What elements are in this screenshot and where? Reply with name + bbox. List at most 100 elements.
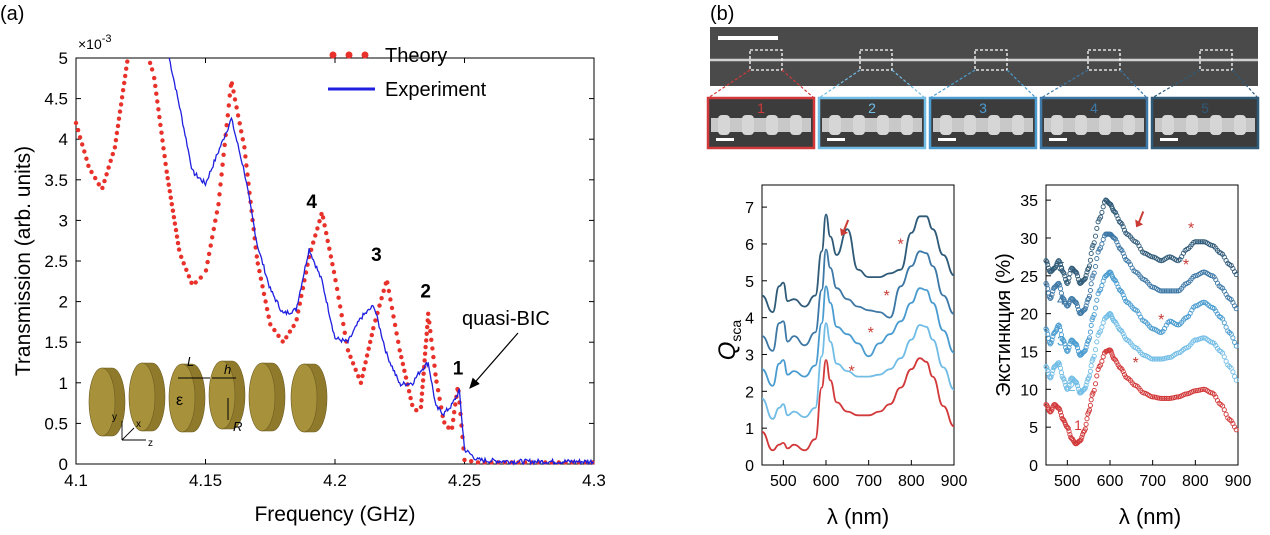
theory-point xyxy=(341,321,346,327)
x-tick-label: 900 xyxy=(1225,473,1252,490)
extinction-point xyxy=(1119,328,1125,334)
extinction-point xyxy=(1086,373,1093,379)
qsca-line xyxy=(761,248,955,352)
extinction-point xyxy=(1199,239,1205,245)
cylinder-face xyxy=(290,363,318,433)
extinction-point xyxy=(1150,394,1156,400)
zoom-region xyxy=(859,49,893,71)
x-axis-label: λ (nm) xyxy=(827,504,889,529)
axis-x xyxy=(121,427,135,441)
wire-bump xyxy=(790,115,802,135)
theory-point xyxy=(186,274,192,279)
extinction-point xyxy=(1153,356,1159,362)
axis-x-label: x xyxy=(136,419,141,430)
extinction-point xyxy=(1045,286,1051,292)
extinction-point xyxy=(1062,419,1068,425)
sem-zoom-label: 3 xyxy=(979,100,987,116)
asterisk-mark: * xyxy=(898,236,904,253)
extinction-point xyxy=(1099,241,1105,247)
extinction-point xyxy=(1155,356,1161,362)
theory-point xyxy=(167,189,172,194)
x-tick-label: 800 xyxy=(1182,473,1209,490)
theory-point xyxy=(377,303,382,308)
L-label: L xyxy=(187,354,194,369)
theory-point xyxy=(442,420,447,425)
extinction-point xyxy=(1121,227,1128,233)
y-tick-label: 7 xyxy=(745,200,754,217)
theory-point xyxy=(106,165,111,170)
theory-point xyxy=(231,89,236,94)
wire-bump xyxy=(877,115,889,135)
extinction-point xyxy=(1062,379,1068,385)
extinction-point xyxy=(1099,283,1105,289)
extinction-point xyxy=(1061,338,1067,344)
zoom-connector xyxy=(1040,69,1089,99)
scale-bar-small xyxy=(716,138,734,141)
extinction-point xyxy=(1066,344,1072,351)
legend-theory-label: Theory xyxy=(385,45,447,67)
wire-bump xyxy=(1210,115,1222,135)
extinction-point xyxy=(1074,342,1080,348)
theory-point xyxy=(364,353,370,358)
extinction-point xyxy=(1098,214,1104,220)
theory-point xyxy=(260,284,265,289)
y-tick-label: 4 xyxy=(59,130,68,149)
y-axis-label: Transmission (arb. units) xyxy=(12,146,35,376)
extinction-point xyxy=(1087,257,1093,263)
y-tick-label: 6 xyxy=(745,237,754,254)
y-tick-label: 2 xyxy=(745,384,754,401)
extinction-point xyxy=(1162,395,1168,401)
theory-point xyxy=(284,335,289,340)
theory-point xyxy=(245,172,250,177)
theory-point xyxy=(381,288,386,293)
extinction-point xyxy=(1089,317,1095,323)
extinction-point xyxy=(1074,270,1080,276)
theory-point xyxy=(158,122,163,128)
extinction-point xyxy=(1095,219,1101,225)
theory-point xyxy=(420,378,426,383)
theory-point xyxy=(430,346,435,351)
theory-point xyxy=(122,80,127,86)
theory-point xyxy=(75,127,81,133)
extinction-point xyxy=(1075,383,1081,389)
theory-point xyxy=(179,254,184,259)
extinction-point xyxy=(1088,363,1094,369)
theory-point xyxy=(328,254,334,259)
extinction-point xyxy=(1111,277,1117,283)
theory-point xyxy=(424,331,429,336)
extinction-point xyxy=(1057,409,1064,415)
theory-point xyxy=(325,238,330,244)
extinction-point xyxy=(1045,331,1051,337)
extinction-point xyxy=(1233,427,1239,433)
extinction-point xyxy=(1112,236,1119,242)
extinction-point xyxy=(1160,288,1166,294)
theory-point xyxy=(93,175,98,181)
theory-point xyxy=(406,389,412,394)
annotation-marks: 1 2 3 4 5 * * * * xyxy=(1057,211,1194,433)
extinction-point xyxy=(1163,288,1169,294)
extinction-point xyxy=(1044,365,1050,371)
y-tick-label: 25 xyxy=(1020,269,1038,286)
extinction-point xyxy=(1120,369,1126,375)
theory-point xyxy=(149,67,155,72)
theory-point xyxy=(315,226,320,231)
x-tick-label: 500 xyxy=(770,473,797,490)
extinction-point xyxy=(1118,288,1124,294)
extinction-point xyxy=(1088,397,1094,403)
wire-bump xyxy=(1012,115,1024,135)
theory-point xyxy=(163,161,168,167)
y-tick-label: 35 xyxy=(1020,193,1038,210)
asterisk-mark: * xyxy=(883,288,889,305)
extinction-point xyxy=(1091,312,1097,318)
extinction-point xyxy=(1114,359,1120,365)
theory-point xyxy=(403,375,409,380)
theory-point xyxy=(452,410,457,415)
theory-point xyxy=(425,324,430,330)
wire-bump xyxy=(988,115,1000,135)
extinction-point xyxy=(1221,320,1227,326)
x-axis-label: Frequency (GHz) xyxy=(254,503,415,526)
theory-point xyxy=(431,354,436,360)
annotation-marks: * * * * xyxy=(840,219,904,381)
extinction-point xyxy=(1045,404,1051,410)
theory-point xyxy=(125,59,130,64)
